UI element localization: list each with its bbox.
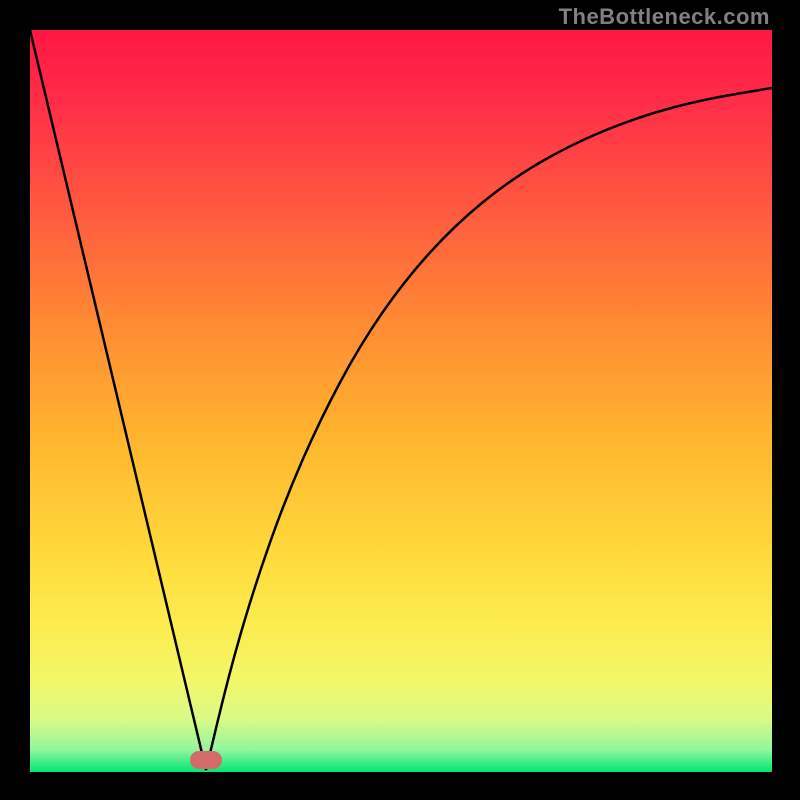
watermark-text: TheBottleneck.com <box>559 4 770 30</box>
frame-right <box>772 0 800 800</box>
frame-left <box>0 0 30 800</box>
bottleneck-chart: TheBottleneck.com <box>0 0 800 800</box>
frame-bottom <box>0 772 800 800</box>
optimal-marker <box>190 751 222 769</box>
plot-area <box>30 30 772 772</box>
bottleneck-curve <box>30 30 772 772</box>
